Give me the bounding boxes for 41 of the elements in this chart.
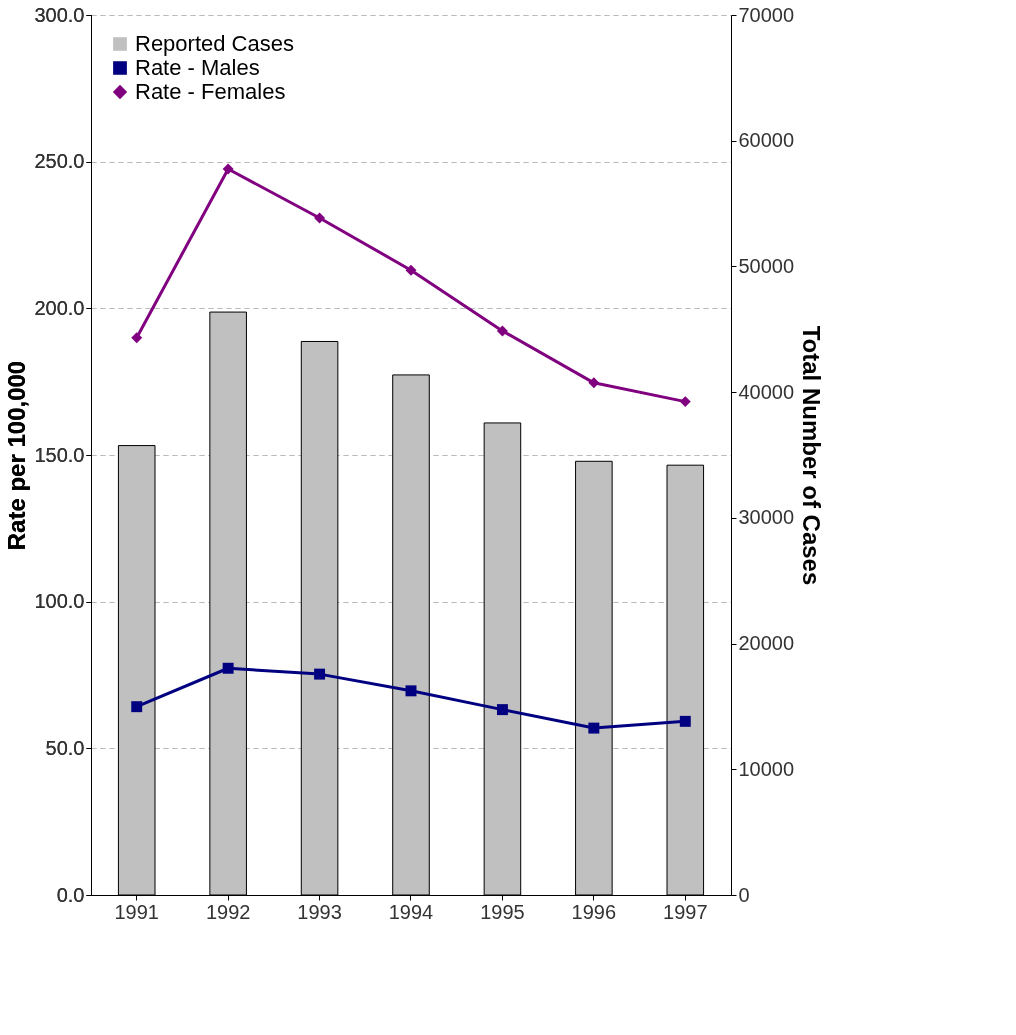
point: [222, 163, 234, 175]
x-tick-label: 1992: [205, 900, 251, 923]
point: [131, 332, 143, 344]
point: [679, 715, 691, 727]
y-tick-label: 0.0: [56, 883, 85, 906]
point: [405, 264, 417, 276]
point: [405, 685, 417, 697]
y-tick-label: 300.0: [34, 3, 85, 26]
x-tick-label: 1997: [663, 900, 708, 923]
y2-tick-label: 10000: [738, 757, 795, 780]
point: [679, 396, 691, 408]
y2-tick-label: 70000: [738, 3, 795, 26]
y2-tick-label: 40000: [738, 380, 795, 403]
y2-axis-title: Total Number of Cases: [798, 325, 826, 586]
y2-tick-label: 0: [738, 883, 750, 906]
x-tick-label: 1995: [480, 900, 525, 923]
y-tick-label: 100.0: [34, 590, 85, 613]
y2-tick-label: 60000: [738, 129, 795, 152]
x-tick-label: 1993: [297, 900, 342, 923]
point: [496, 325, 508, 337]
y-tick-label: 150.0: [34, 443, 85, 466]
point: [588, 722, 600, 734]
y2-tick-label: 30000: [738, 506, 795, 529]
x-tick-label: 1991: [114, 900, 159, 923]
y2-tick-label: 20000: [738, 632, 795, 655]
point: [131, 701, 143, 713]
y-tick-label: 50.0: [45, 736, 85, 759]
y-tick-label: 250.0: [34, 150, 85, 173]
legend-label: Reported Cases: [135, 31, 294, 56]
point: [314, 668, 326, 680]
x-tick-label: 1994: [388, 900, 434, 923]
point: [496, 704, 508, 716]
point: [314, 212, 326, 224]
point: [588, 377, 600, 389]
x-tick-label: 1996: [571, 900, 617, 923]
y-tick-label: 200.0: [34, 296, 85, 319]
point: [222, 662, 234, 674]
y-axis-title: Rate per 100,000: [3, 360, 31, 551]
legend-label: Rate - Males: [135, 55, 260, 80]
legend-label: Rate - Females: [135, 79, 286, 104]
y2-tick-label: 50000: [738, 254, 795, 277]
